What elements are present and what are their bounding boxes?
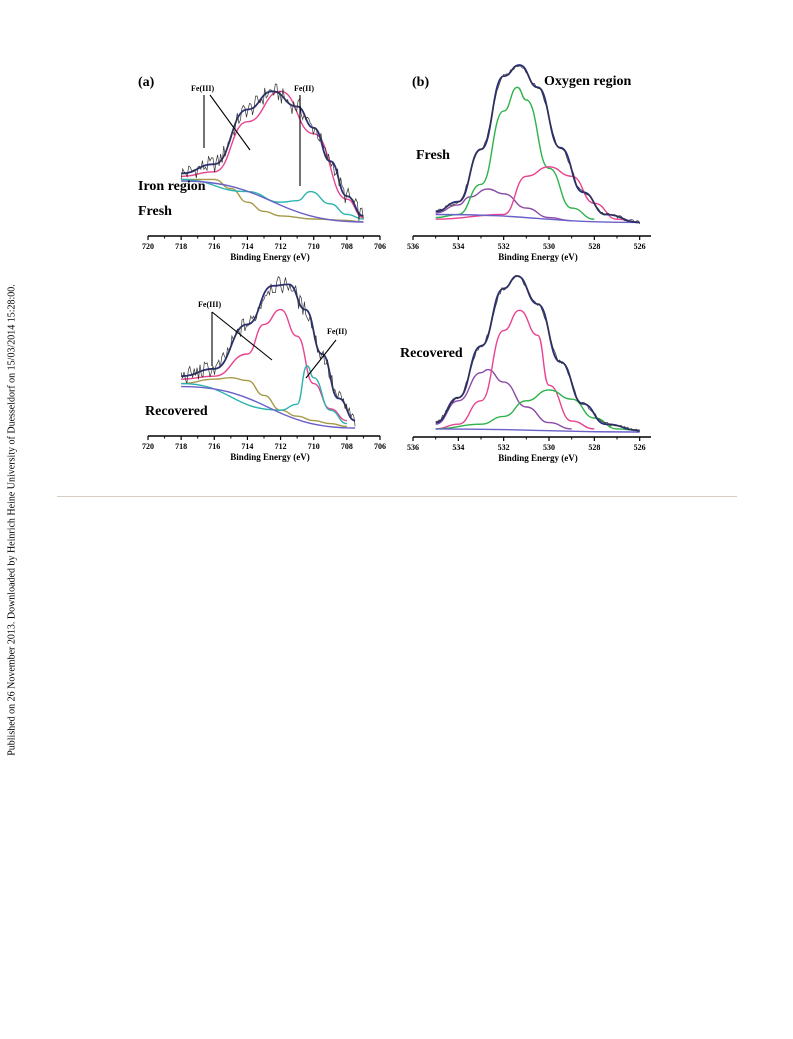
x-tick-label: 528 (588, 443, 600, 452)
raw-spectrum-line (435, 275, 640, 433)
x-axis-title: Binding Energy (eV) (498, 252, 578, 262)
x-axis-title: Binding Energy (eV) (498, 453, 578, 463)
series-component-olive (181, 376, 347, 428)
raw-spectrum-line (435, 65, 641, 225)
series-component-magenta (435, 166, 640, 224)
x-tick-label: 710 (308, 442, 320, 451)
series-baseline-baseline (435, 213, 640, 224)
x-tick-label: 706 (374, 442, 386, 451)
x-axis-title: Binding Energy (eV) (230, 452, 310, 462)
x-tick-label: 526 (634, 443, 646, 452)
series-component-green (435, 389, 640, 432)
peak-annotation: Fe(II) (294, 84, 314, 93)
annotation-leader-line (305, 339, 337, 379)
x-tick-label: 710 (308, 242, 320, 251)
chart-fe-recovered: 720 718 716 714 712 710 708 706 Binding Energy (… (142, 276, 386, 462)
annotation-leader-line (211, 311, 273, 361)
chart-label-text: Fresh (416, 148, 450, 163)
series-component-purple (435, 368, 572, 430)
x-tick-label: 712 (275, 442, 287, 451)
x-tick-label: 714 (241, 442, 253, 451)
raw-spectrum-line (180, 276, 356, 427)
x-tick-label: 718 (175, 242, 187, 251)
series-baseline-baseline (181, 385, 356, 429)
x-tick-label: 716 (208, 242, 220, 251)
series-baseline-baseline (181, 180, 364, 223)
series-component-teal (181, 365, 348, 425)
x-tick-label: 530 (543, 443, 555, 452)
chart-label-text: Iron region (138, 179, 206, 194)
x-tick-label: 706 (374, 242, 386, 251)
series-component-green (435, 86, 595, 220)
x-tick-label: 714 (241, 242, 253, 251)
chart-label-text: Recovered (400, 346, 463, 361)
peak-annotation: Fe(III) (191, 84, 214, 93)
x-tick-label: 532 (498, 443, 510, 452)
x-tick-label: 532 (498, 242, 510, 251)
peak-annotation: Fe(III) (198, 300, 221, 309)
x-tick-label: 528 (588, 242, 600, 251)
annotation-leader-line (209, 94, 251, 151)
series-component-purple (435, 188, 572, 222)
peak-annotation: Fe(II) (327, 327, 347, 336)
x-tick-label: 536 (407, 443, 419, 452)
x-tick-label: 712 (275, 242, 287, 251)
series-baseline-baseline (435, 428, 640, 433)
panel-label: (b) (412, 75, 429, 90)
series-envelope-envelope (181, 90, 364, 217)
series-component-magenta (435, 309, 595, 430)
x-tick-label: 708 (341, 442, 353, 451)
x-tick-label: 708 (341, 242, 353, 251)
chart-label-text: Fresh (138, 204, 172, 219)
series-component-magenta (181, 90, 364, 219)
raw-spectrum-line (180, 83, 364, 221)
panel-label: (a) (138, 75, 155, 90)
x-tick-label: 530 (543, 242, 555, 251)
chart-label-text: Recovered (145, 404, 208, 419)
x-axis-title: Binding Energy (eV) (230, 252, 310, 262)
x-tick-label: 720 (142, 442, 154, 451)
chart-fe-fresh: 720 718 716 714 712 710 708 706 Binding Energy (… (138, 75, 386, 262)
separator-line (57, 496, 737, 497)
x-tick-label: 534 (452, 242, 464, 251)
series-envelope-envelope (435, 275, 640, 432)
chart-o-recovered: 536 534 532 530 528 526 Binding Energy (eV) Rec… (400, 275, 651, 463)
x-tick-label: 526 (634, 242, 646, 251)
x-tick-label: 716 (208, 442, 220, 451)
x-tick-label: 720 (142, 242, 154, 251)
chart-o-fresh: 536 534 532 530 528 526 Binding Energy (eV) (b)… (407, 64, 651, 262)
x-tick-label: 718 (175, 442, 187, 451)
x-tick-label: 534 (452, 443, 464, 452)
chart-label-text: Oxygen region (544, 74, 631, 89)
x-tick-label: 536 (407, 242, 419, 251)
